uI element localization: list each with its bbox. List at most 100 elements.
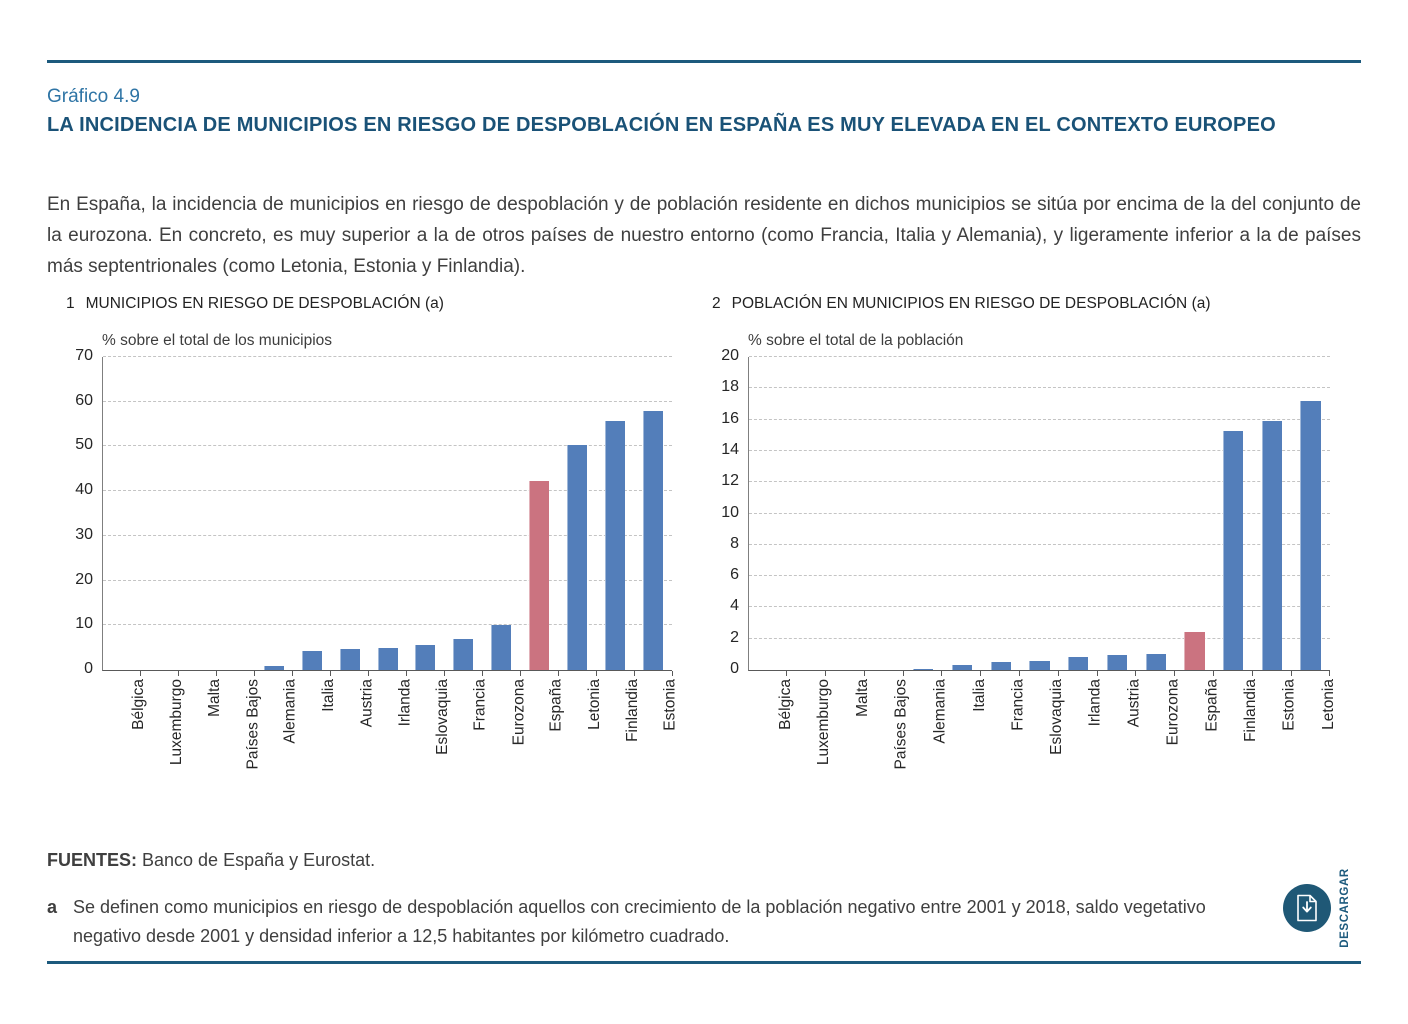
bar-cell-finlandia <box>1214 357 1253 670</box>
x-label-letonia: Letonia <box>1319 679 1337 730</box>
y-tick-label-10: 10 <box>75 615 93 633</box>
x-cell-finlandia: Finlandia <box>596 671 641 831</box>
x-cell-letonia: Letonia <box>1291 671 1337 831</box>
bar-cell-eurozona <box>482 357 520 670</box>
x-tick <box>980 671 982 676</box>
gridline-30 <box>103 534 672 536</box>
footnote-text: Se definen como municipios en riesgo de … <box>73 897 1206 946</box>
bar-finlandia <box>1223 430 1244 670</box>
y-tick-label-50: 50 <box>75 436 93 454</box>
bar-cell-malta <box>826 357 865 670</box>
chart-2-title: 2 POBLACIÓN EN MUNICIPIOS EN RIESGO DE DE… <box>712 295 1330 313</box>
y-tick-label-18: 18 <box>721 378 739 396</box>
y-tick-label-20: 20 <box>721 347 739 365</box>
x-tick <box>595 671 597 676</box>
bar-cell-austria <box>331 357 369 670</box>
download-button[interactable] <box>1283 884 1331 932</box>
x-cell-espana: España <box>520 671 565 831</box>
chart-1-plot-area: 0 10 20 30 40 50 60 70 Bélgica Luxemburgo Malta Pa… <box>66 347 679 831</box>
bar-eslovaquia <box>1029 660 1050 670</box>
x-tick <box>1174 671 1176 676</box>
gridline-4 <box>749 606 1330 608</box>
x-cell-alemania: Alemania <box>903 671 949 831</box>
x-cell-espana: España <box>1175 671 1220 831</box>
sources-label: FUENTES: <box>47 850 137 870</box>
y-tick-label-4: 4 <box>730 597 739 615</box>
x-tick <box>481 671 483 676</box>
gridline-50 <box>103 445 672 447</box>
bar-espana <box>529 480 550 670</box>
bar-finlandia <box>605 421 626 670</box>
bar-cell-alemania <box>255 357 293 670</box>
footnote: a Se definen como municipios en riesgo d… <box>47 893 1265 951</box>
chart-2-title-text: POBLACIÓN EN MUNICIPIOS EN RIESGO DE DES… <box>731 295 1188 312</box>
bar-cell-letonia <box>558 357 596 670</box>
download-label: DESCARGAR <box>1339 868 1352 948</box>
x-tick <box>1096 671 1098 676</box>
y-tick-label-8: 8 <box>730 534 739 552</box>
bar-francia <box>453 638 474 670</box>
y-tick-label-0: 0 <box>730 660 739 678</box>
sources-line: FUENTES: Banco de España y Eurostat. <box>47 850 375 871</box>
chart-2-y-axis: 0 2 4 6 8 10 12 14 16 18 20 <box>712 347 748 677</box>
x-tick <box>519 671 521 676</box>
download-label-box[interactable]: DESCARGAR <box>1337 866 1353 950</box>
chart-2-plot <box>748 356 1330 671</box>
bar-irlanda <box>377 648 398 670</box>
bar-cell-estonia <box>634 357 672 670</box>
gridline-12 <box>749 481 1330 483</box>
gridline-40 <box>103 490 672 492</box>
x-cell-austria: Austria <box>1097 671 1143 831</box>
gridline-20 <box>103 579 672 581</box>
bar-cell-paises-bajos <box>865 357 904 670</box>
bottom-rule <box>47 961 1361 964</box>
x-cell-paises-bajos: Países Bajos <box>216 671 261 831</box>
chart-1-plot <box>102 356 672 671</box>
y-tick-label-2: 2 <box>730 628 739 646</box>
bar-alemania <box>913 668 934 670</box>
x-cell-irlanda: Irlanda <box>368 671 413 831</box>
x-tick <box>1019 671 1021 676</box>
y-tick-label-10: 10 <box>721 503 739 521</box>
x-tick <box>1213 671 1215 676</box>
bar-letonia <box>1300 400 1321 670</box>
x-cell-eslovaquia: Eslovaquia <box>406 671 451 831</box>
y-tick-label-70: 70 <box>75 347 93 365</box>
sources-text: Banco de España y Eurostat. <box>137 850 376 870</box>
bar-austria <box>339 649 360 670</box>
y-tick-label-20: 20 <box>75 570 93 588</box>
chart-2-y-axis-label: % sobre el total de la población <box>748 332 964 349</box>
bar-italia <box>301 651 322 670</box>
bar-cell-luxemburgo <box>788 357 827 670</box>
bar-francia <box>990 662 1011 670</box>
x-tick <box>1329 671 1331 676</box>
bar-italia <box>951 665 973 670</box>
bar-cell-alemania <box>904 357 943 670</box>
x-tick <box>671 671 673 676</box>
bar-espana <box>1184 632 1205 670</box>
chart-1-title-text: MUNICIPIOS EN RIESGO DE DESPOBLACIÓN <box>85 295 421 312</box>
x-cell-austria: Austria <box>330 671 375 831</box>
bar-irlanda <box>1068 657 1089 670</box>
bar-cell-francia <box>444 357 482 670</box>
bar-austria <box>1106 655 1128 670</box>
download-document-icon <box>1297 894 1317 922</box>
x-tick <box>1135 671 1137 676</box>
x-tick <box>253 671 255 676</box>
x-tick <box>863 671 865 676</box>
bar-cell-paises-bajos <box>217 357 255 670</box>
x-cell-eurozona: Eurozona <box>482 671 527 831</box>
x-cell-malta: Malta <box>178 671 223 831</box>
x-cell-luxemburgo: Luxemburgo <box>140 671 185 831</box>
bar-cell-letonia <box>1291 357 1330 670</box>
x-tick <box>443 671 445 676</box>
x-tick <box>215 671 217 676</box>
bar-alemania <box>263 665 284 670</box>
x-tick <box>405 671 407 676</box>
bar-cell-eurozona <box>1136 357 1175 670</box>
bar-cell-irlanda <box>369 357 407 670</box>
y-tick-label-12: 12 <box>721 472 739 490</box>
x-cell-eslovaquia: Eslovaquia <box>1020 671 1065 831</box>
bar-eslovaquia <box>415 644 436 670</box>
bar-estonia <box>643 410 664 670</box>
